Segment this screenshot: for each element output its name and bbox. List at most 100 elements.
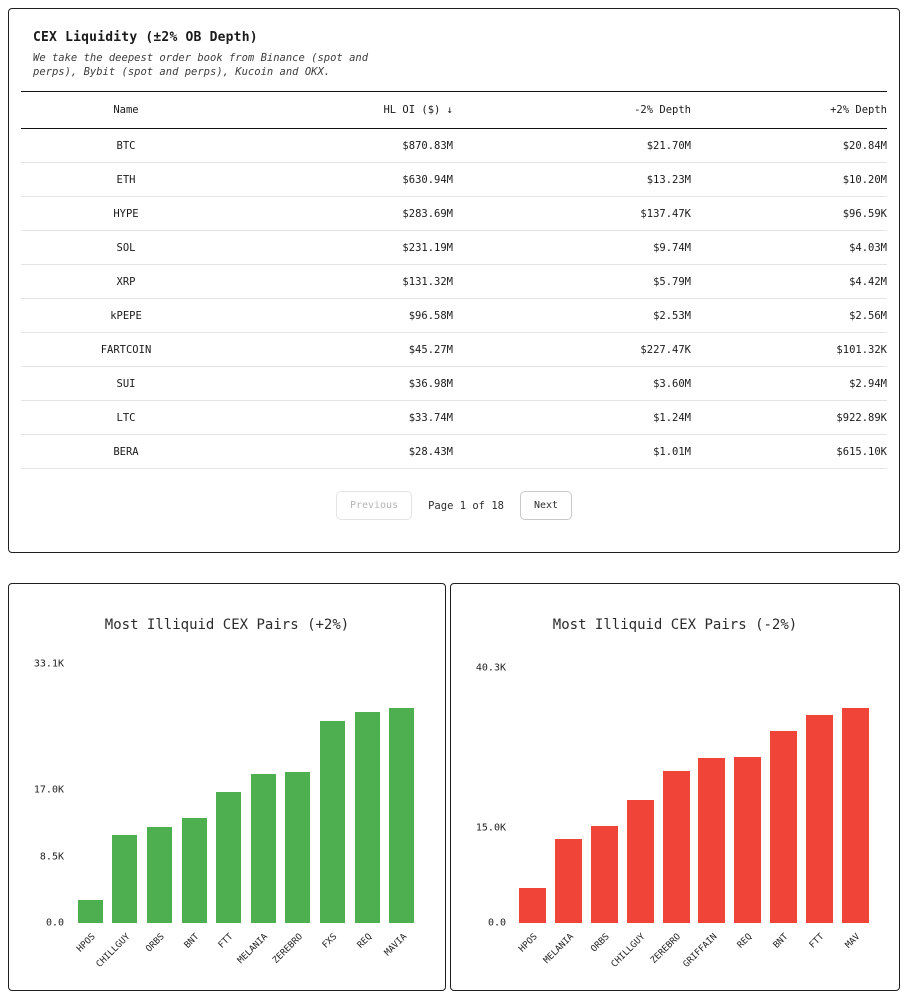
x-axis-category-label: ZEREBRO xyxy=(271,932,305,966)
column-header-name[interactable]: Name xyxy=(113,104,139,116)
x-axis-category-label: BNT xyxy=(182,932,202,951)
column-header-hl-oi-sort[interactable]: HL OI ($) ↓ xyxy=(383,104,453,116)
table-header-row: Name HL OI ($) ↓ -2% Depth +2% Depth xyxy=(21,91,887,129)
table-row: kPEPE $96.58M $2.53M $2.56M xyxy=(21,299,887,333)
value-cell: $630.94M xyxy=(402,173,453,186)
cex-liquidity-card: CEX Liquidity (±2% OB Depth) We take the… xyxy=(8,8,900,553)
y-axis-tick-label: 33.1K xyxy=(33,658,64,670)
bar-chillguy[interactable] xyxy=(626,800,654,923)
table-row: BTC $870.83M $21.70M $20.84M xyxy=(21,129,887,163)
card-title: CEX Liquidity (±2% OB Depth) xyxy=(33,30,258,45)
column-header-minus2-depth[interactable]: -2% Depth xyxy=(634,104,691,116)
table-row: FARTCOIN $45.27M $227.47K $101.32K xyxy=(21,333,887,367)
value-cell: $13.23M xyxy=(646,173,691,186)
value-cell: $137.47K xyxy=(640,207,691,220)
bar-orbs[interactable] xyxy=(147,826,172,923)
chart-title: Most Illiquid CEX Pairs (+2%) xyxy=(104,617,350,633)
x-axis-category-label: BNT xyxy=(771,932,791,951)
bar-hpos[interactable] xyxy=(519,888,547,923)
token-name-cell: HYPE xyxy=(113,207,139,220)
value-cell: $231.19M xyxy=(402,241,453,254)
bar-fxs[interactable] xyxy=(320,721,345,923)
bar-plot-minus2: 40.3K 15.0K 0.0 HPOS MELANIA ORBS CHILLGUY ZERE… xyxy=(476,661,873,970)
value-cell: $4.03M xyxy=(849,241,887,254)
table-row: ETH $630.94M $13.23M $10.20M xyxy=(21,163,887,197)
table-card-header: CEX Liquidity (±2% OB Depth) We take the… xyxy=(9,9,899,91)
value-cell: $33.74M xyxy=(408,411,453,424)
bar-mavia[interactable] xyxy=(389,707,415,923)
x-axis-category-label: MAVIA xyxy=(382,932,409,959)
next-page-button[interactable]: Next xyxy=(519,491,573,520)
x-axis-category-label: MAV xyxy=(843,932,863,951)
chart-card-most-illiquid-plus2: Most Illiquid CEX Pairs (+2%) 33.1K 17.0K… xyxy=(8,583,446,991)
x-axis-category-label: CHILLGUY xyxy=(609,932,648,970)
y-axis-tick-label: 8.5K xyxy=(39,851,64,863)
bar-ftt[interactable] xyxy=(805,715,833,923)
y-axis-tick-label: 15.0K xyxy=(475,822,506,834)
x-axis-category-label: ORBS xyxy=(589,932,612,955)
x-axis-category-label: MELANIA xyxy=(541,932,576,966)
y-axis-tick-label: 0.0 xyxy=(45,917,64,929)
value-cell: $20.84M xyxy=(842,139,887,152)
x-axis-category-label: HPOS xyxy=(74,932,98,955)
bar-bnt[interactable] xyxy=(181,818,207,923)
x-axis-category-label: FTT xyxy=(807,932,827,951)
bar-hpos[interactable] xyxy=(77,899,103,923)
bar-req[interactable] xyxy=(734,756,762,923)
bar-orbs[interactable] xyxy=(591,826,618,923)
table-row: HYPE $283.69M $137.47K $96.59K xyxy=(21,197,887,231)
y-axis-tick-label: 40.3K xyxy=(475,662,506,674)
x-axis-category-label: ORBS xyxy=(144,932,167,955)
x-axis-category-label: ZEREBRO xyxy=(649,932,684,966)
token-name-cell: BERA xyxy=(113,445,139,458)
bar-mav[interactable] xyxy=(841,708,869,923)
value-cell: $21.70M xyxy=(646,139,691,152)
bar-req[interactable] xyxy=(354,711,380,923)
table-row: SUI $36.98M $3.60M $2.94M xyxy=(21,367,887,401)
token-name-cell: BTC xyxy=(116,139,136,152)
value-cell: $283.69M xyxy=(402,207,453,220)
x-axis-category-label: GRIFFAIN xyxy=(681,932,719,970)
value-cell: $615.10K xyxy=(836,445,887,458)
value-cell: $45.27M xyxy=(408,343,453,356)
value-cell: $28.43M xyxy=(408,445,453,458)
value-cell: $922.89K xyxy=(836,411,887,424)
bar-ftt[interactable] xyxy=(216,791,242,923)
chart-title: Most Illiquid CEX Pairs (-2%) xyxy=(552,617,798,633)
x-axis-category-label: MELANIA xyxy=(236,932,271,966)
table-row: BERA $28.43M $1.01M $615.10K xyxy=(21,435,887,469)
y-axis-tick-label: 0.0 xyxy=(487,917,506,929)
table-row: XRP $131.32M $5.79M $4.42M xyxy=(21,265,887,299)
previous-page-button[interactable]: Previous xyxy=(335,491,413,520)
value-cell: $2.53M xyxy=(653,309,691,322)
value-cell: $101.32K xyxy=(836,343,887,356)
value-cell: $96.59K xyxy=(842,207,887,220)
value-cell: $870.83M xyxy=(402,139,453,152)
bar-griffain[interactable] xyxy=(698,758,726,923)
column-header-plus2-depth[interactable]: +2% Depth xyxy=(830,104,887,116)
value-cell: $227.47K xyxy=(640,343,691,356)
bar-melania[interactable] xyxy=(250,774,276,923)
bar-chillguy[interactable] xyxy=(112,835,138,923)
y-axis-tick-label: 17.0K xyxy=(33,784,64,796)
bar-melania[interactable] xyxy=(555,839,583,923)
bar-zerebro[interactable] xyxy=(285,772,311,923)
x-axis-category-label: REQ xyxy=(355,932,375,951)
x-axis-category-label: CHILLGUY xyxy=(94,932,132,970)
card-subtitle: We take the deepest order book from Bina… xyxy=(33,52,369,78)
x-axis-category-label: HPOS xyxy=(517,932,540,955)
value-cell: $5.79M xyxy=(653,275,691,288)
value-cell: $1.01M xyxy=(653,445,691,458)
bar-zerebro[interactable] xyxy=(662,771,690,923)
liquidity-table: Name HL OI ($) ↓ -2% Depth +2% Depth BTC… xyxy=(21,91,887,520)
bar-bnt[interactable] xyxy=(770,730,797,923)
x-axis-category-label: REQ xyxy=(736,932,755,951)
table-row: SOL $231.19M $9.74M $4.03M xyxy=(21,231,887,265)
token-name-cell: kPEPE xyxy=(110,309,142,322)
value-cell: $36.98M xyxy=(408,377,453,390)
chart-card-most-illiquid-minus2: Most Illiquid CEX Pairs (-2%) 40.3K 15.0K… xyxy=(450,583,900,991)
token-name-cell: SOL xyxy=(116,241,136,254)
value-cell: $131.32M xyxy=(402,275,453,288)
value-cell: $2.94M xyxy=(849,377,887,390)
token-name-cell: LTC xyxy=(116,411,136,424)
